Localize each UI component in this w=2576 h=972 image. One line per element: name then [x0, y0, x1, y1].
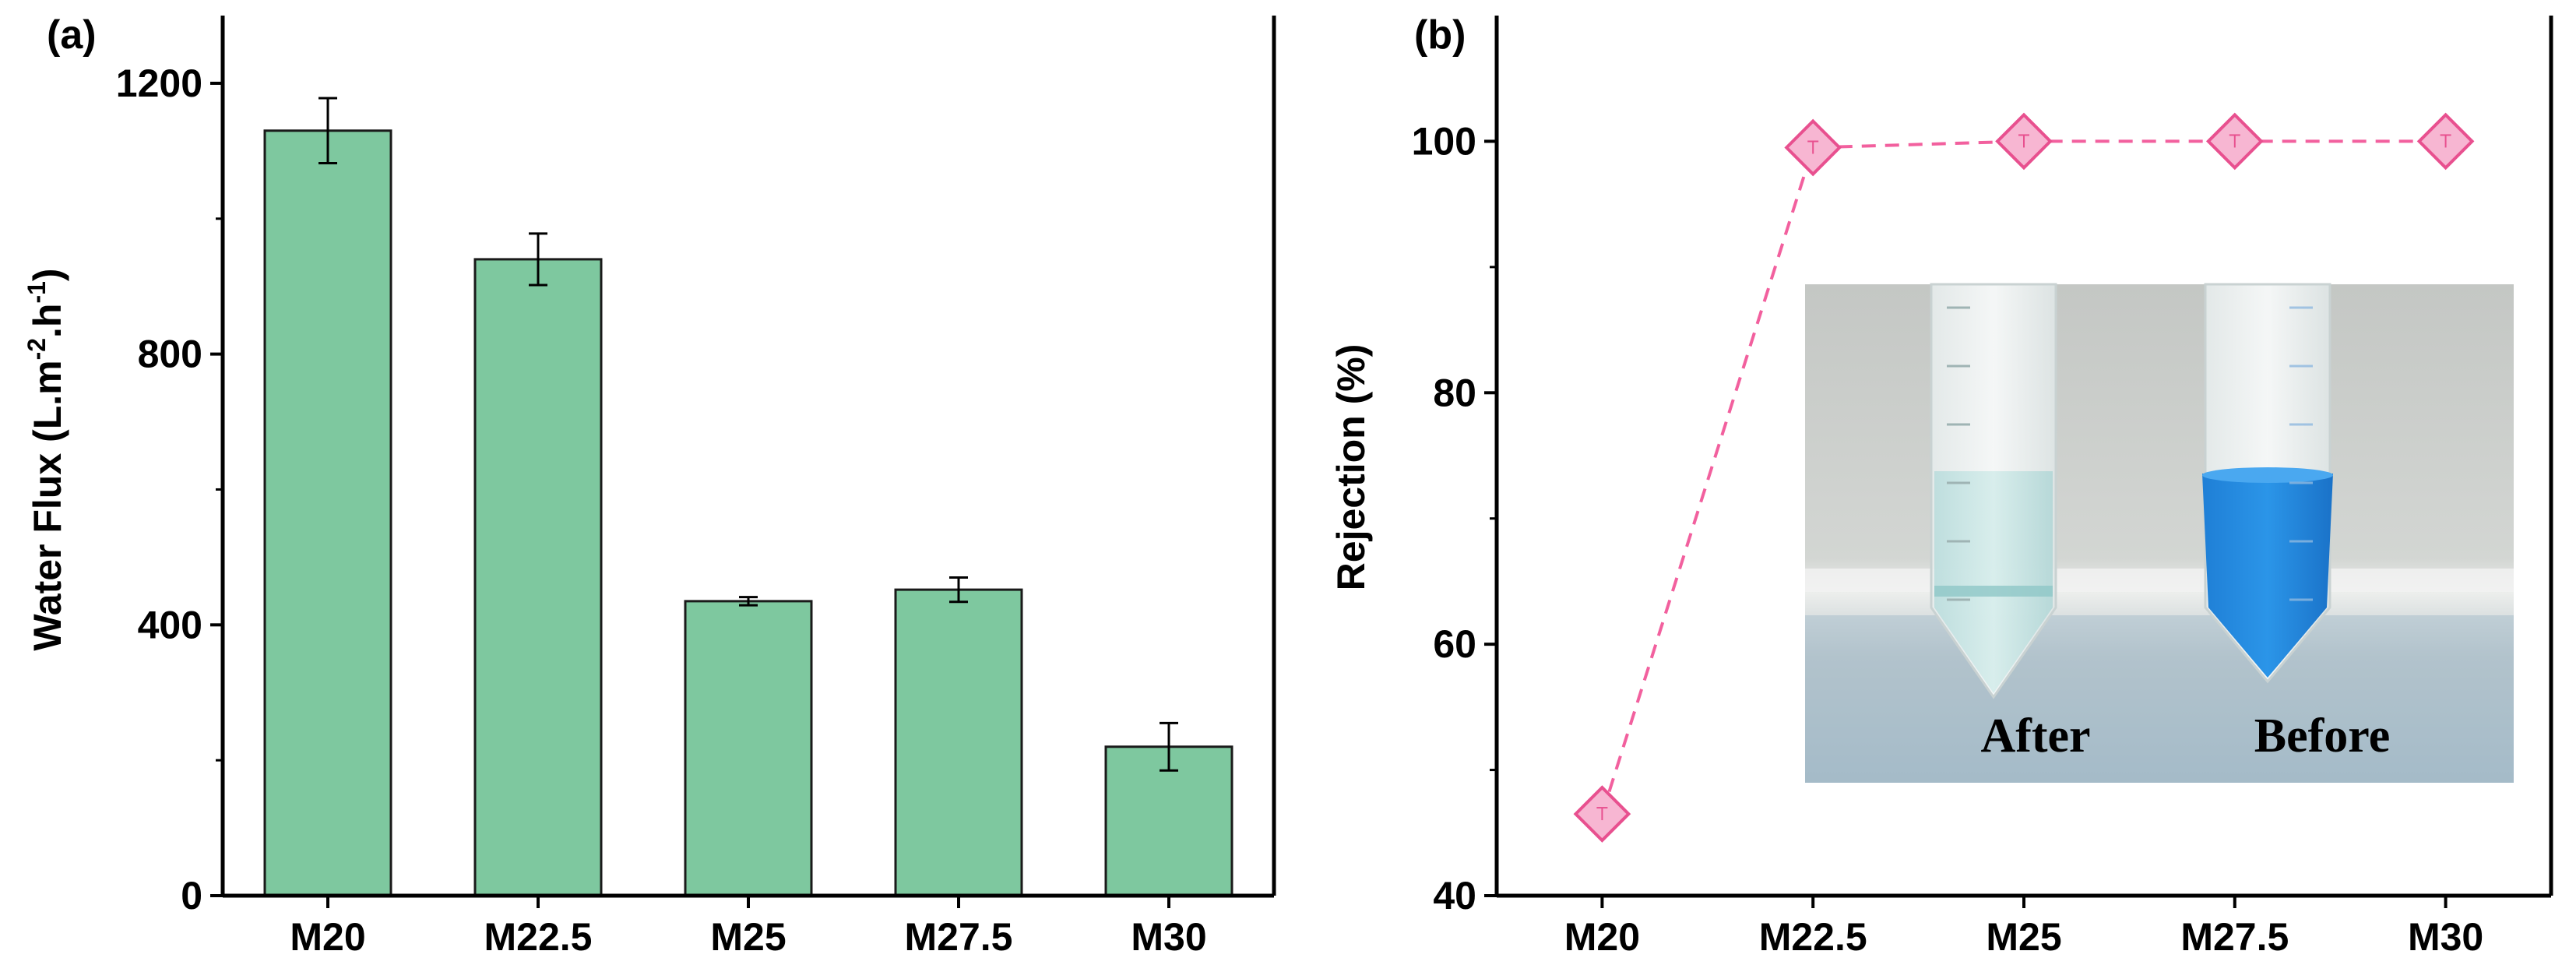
x-tick-label-M25: M25 — [710, 915, 786, 959]
y-tick-label-40: 40 — [1433, 874, 1476, 917]
tube-after-liquid — [1934, 471, 2053, 693]
y-tick-label-60: 60 — [1433, 622, 1476, 666]
inset-photo: After Before — [1805, 283, 2514, 783]
y-tick-label-800: 800 — [138, 333, 202, 376]
panel-a-x-ticks: M20 M22.5 M25 M27.5 M30 — [290, 896, 1207, 959]
panel-a-ylabel-sup1: -2 — [23, 338, 51, 360]
y-tick-label-100: 100 — [1412, 119, 1476, 163]
bar-M22.5 — [473, 258, 603, 897]
x-tick-label-M20: M20 — [1564, 915, 1640, 959]
panel-a-bars — [263, 129, 1233, 897]
panel-a-ylabel-end: ) — [26, 268, 69, 281]
panel-b-y-axis-title: Rejection (%) — [1329, 344, 1373, 591]
panel-a-ylabel-mid: .h — [26, 304, 69, 338]
panel-a-y-ticks: 0 400 800 1200 — [116, 62, 223, 917]
photo-label-before: Before — [2254, 710, 2390, 762]
tube-after-meniscus — [1934, 586, 2053, 597]
panel-a-bar-chart: (a) Water Flux (L.m-2.h-1) 0 400 800 1200 M… — [23, 12, 1276, 959]
panel-b-y-ticks: 40 60 80 100 — [1412, 119, 1497, 917]
x-tick-label-M25: M25 — [1986, 915, 2061, 959]
y-tick-label-0: 0 — [181, 874, 202, 917]
y-tick-label-80: 80 — [1433, 371, 1476, 414]
photo-table-surface — [1805, 615, 2514, 783]
panel-b-label: (b) — [1414, 12, 1466, 58]
photo-wall-highlight — [1805, 569, 2514, 592]
x-tick-label-M20: M20 — [290, 915, 365, 959]
tube-after — [1930, 283, 2057, 699]
photo-label-after: After — [1980, 710, 2090, 762]
bar-M27.5 — [894, 588, 1023, 897]
panel-b-line-chart: (b) Rejection (%) — [1329, 12, 2553, 959]
tube-before-graduations — [2289, 306, 2313, 601]
panel-b-x-ticks: M20 M22.5 M25 M27.5 M30 — [1564, 896, 2483, 959]
bar-M20 — [263, 129, 392, 897]
x-tick-label-M27.5: M27.5 — [905, 915, 1013, 959]
x-tick-label-M22.5: M22.5 — [484, 915, 593, 959]
y-tick-label-400: 400 — [138, 603, 202, 646]
panel-a-y-axis-title: Water Flux (L.m-2.h-1) — [23, 268, 69, 650]
tube-before-meniscus — [2202, 467, 2333, 483]
panel-a-ylabel-main: Water Flux (L.m — [26, 360, 69, 650]
bar-M25 — [684, 600, 813, 897]
y-tick-label-1200: 1200 — [116, 62, 202, 105]
x-tick-label-M30: M30 — [2408, 915, 2483, 959]
x-tick-label-M30: M30 — [1131, 915, 1206, 959]
panel-a-label: (a) — [47, 12, 97, 58]
tube-before — [2202, 283, 2333, 684]
svg-text:Water Flux (L.m-2.h-1): Water Flux (L.m-2.h-1) — [23, 268, 69, 650]
panel-a-ylabel-sup2: -1 — [23, 281, 51, 303]
tube-before-liquid — [2202, 474, 2333, 678]
tube-after-graduations — [1947, 306, 1970, 601]
x-tick-label-M27.5: M27.5 — [2180, 915, 2289, 959]
panel-a-error-bars — [318, 97, 1178, 772]
x-tick-label-M22.5: M22.5 — [1759, 915, 1867, 959]
panel-b-series — [1573, 112, 2475, 843]
